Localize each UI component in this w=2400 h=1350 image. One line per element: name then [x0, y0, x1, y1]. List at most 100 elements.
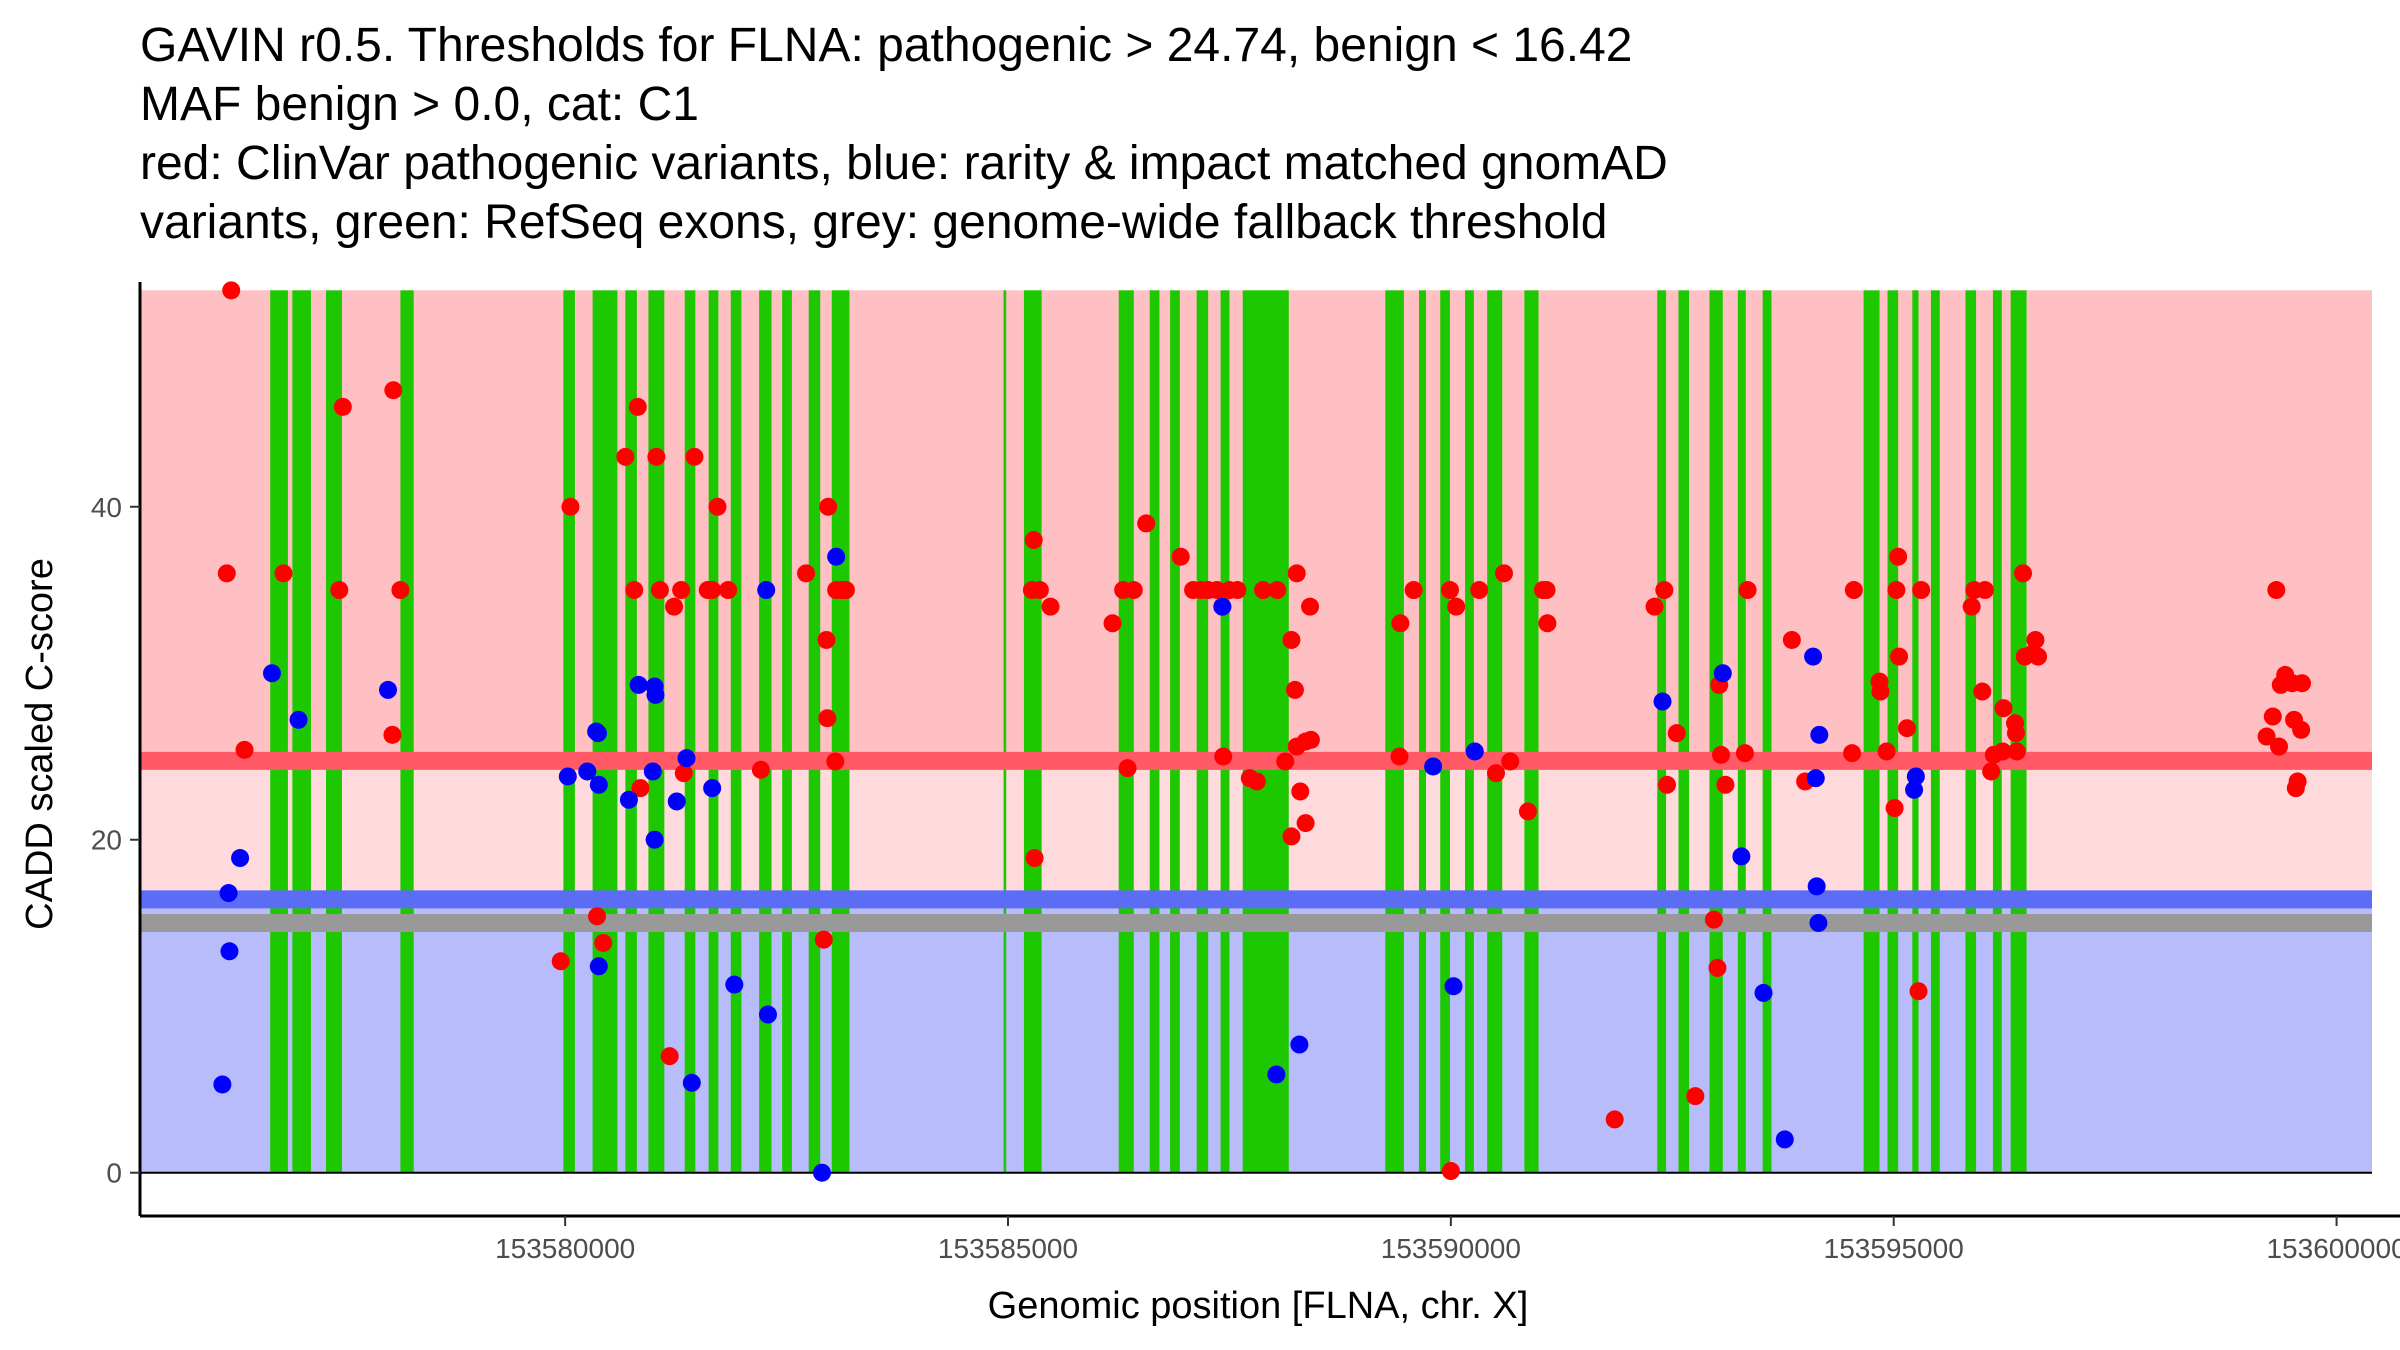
clinvar-point [2292, 720, 2311, 739]
gnomad-point [1806, 769, 1825, 788]
clinvar-point [561, 497, 580, 516]
clinvar-point [631, 779, 650, 798]
clinvar-point [2026, 630, 2045, 649]
data-points [213, 281, 2312, 1182]
gnomad-point [682, 1073, 701, 1092]
gnomad-point [1804, 647, 1823, 666]
clinvar-point [1301, 730, 1320, 749]
clinvar-point [1538, 614, 1557, 633]
clinvar-point [1712, 745, 1730, 764]
gnomad-point [262, 664, 281, 683]
clinvar-point [819, 497, 838, 516]
clinvar-point [1103, 614, 1122, 633]
exon-bar [782, 290, 792, 1173]
clinvar-point [1667, 724, 1686, 743]
clinvar-point [2288, 772, 2307, 791]
clinvar-point [1118, 759, 1137, 778]
clinvar-point [594, 933, 613, 952]
gnomad-point [1653, 692, 1672, 711]
clinvar-point [2293, 674, 2312, 693]
exon-bar [1118, 290, 1134, 1173]
clinvar-point [826, 752, 845, 771]
clinvar-point [1214, 747, 1233, 766]
gnomad-point [1267, 1065, 1286, 1084]
clinvar-point [1735, 744, 1754, 763]
exon-bars [270, 290, 2027, 1173]
gnomad-point [589, 775, 608, 794]
clinvar-point [1024, 531, 1043, 550]
gnomad-point [725, 975, 744, 994]
gnomad-point [1807, 877, 1826, 896]
clinvar-point [1501, 752, 1520, 771]
gnomad-point [558, 767, 577, 786]
gnomad-point [619, 790, 638, 809]
y-tick-label: 0 [106, 1158, 122, 1189]
clinvar-point [1686, 1087, 1705, 1106]
gnomad-point [588, 724, 607, 743]
clinvar-point [1982, 762, 2001, 781]
gnomad-point [1754, 983, 1773, 1002]
x-tick-label: 153595000 [1824, 1233, 1964, 1264]
gnomad-point [1444, 977, 1463, 996]
gnomad-point [1906, 767, 1925, 786]
clinvar-point [1962, 597, 1981, 616]
gnomad-point [589, 957, 608, 976]
exon-bar [1965, 290, 1977, 1173]
exon-bar [1220, 290, 1230, 1173]
gnomad-point [289, 710, 308, 729]
clinvar-point [1912, 581, 1931, 600]
clinvar-point [1487, 764, 1506, 783]
clinvar-point [1282, 827, 1301, 846]
exon-bar [1170, 290, 1180, 1173]
clinvar-point [1404, 581, 1423, 600]
clinvar-point [2014, 564, 2033, 583]
clinvar-point [1657, 775, 1676, 794]
exon-bar [292, 290, 311, 1173]
exon-bar [1912, 290, 1919, 1173]
gnomad-point [643, 762, 662, 781]
clinvar-point [1495, 564, 1513, 583]
clinvar-point [1973, 682, 1992, 701]
clinvar-point [628, 397, 647, 416]
exon-bar [1487, 290, 1503, 1173]
clinvar-point [222, 281, 241, 300]
clinvar-point [1441, 1162, 1460, 1181]
clinvar-point [751, 760, 770, 779]
clinvar-point [1877, 742, 1896, 761]
clinvar-point [1228, 581, 1247, 600]
clinvar-point [625, 581, 644, 600]
clinvar-point [674, 764, 693, 783]
gnomad-point [1424, 757, 1443, 776]
exon-bar [1465, 290, 1474, 1173]
exon-bar [1418, 290, 1427, 1173]
clinvar-point [391, 581, 410, 600]
clinvar-point [1645, 597, 1664, 616]
exon-bar [1023, 290, 1042, 1173]
clinvar-point [1889, 547, 1908, 566]
gnomad-point [1290, 1035, 1309, 1054]
clinvar-point [1844, 581, 1863, 600]
gnomad-point [703, 779, 722, 798]
clinvar-point [616, 447, 635, 466]
clinvar-point [2270, 737, 2288, 756]
exon-bar [1992, 290, 2002, 1173]
clinvar-point [1708, 958, 1727, 977]
clinvar-point [1887, 581, 1906, 600]
exon-bar [1737, 290, 1746, 1173]
clinvar-point [235, 740, 254, 759]
exon-bar [831, 290, 850, 1173]
clinvar-point [660, 1047, 679, 1066]
clinvar-point [1843, 744, 1862, 763]
exon-bar [1003, 290, 1007, 1173]
axes: 153580000 153585000 153590000 153595000 1536… [91, 282, 2400, 1264]
clinvar-point [1301, 597, 1320, 616]
exon-bar [1149, 290, 1160, 1173]
clinvar-point [797, 564, 816, 583]
y-axis-label: CADD scaled C-score [19, 558, 61, 930]
clinvar-point [1890, 647, 1909, 666]
gnomad-point [645, 830, 664, 849]
exon-bar [1385, 290, 1404, 1173]
exon-bar [326, 290, 342, 1173]
gnomad-point [1732, 847, 1751, 866]
